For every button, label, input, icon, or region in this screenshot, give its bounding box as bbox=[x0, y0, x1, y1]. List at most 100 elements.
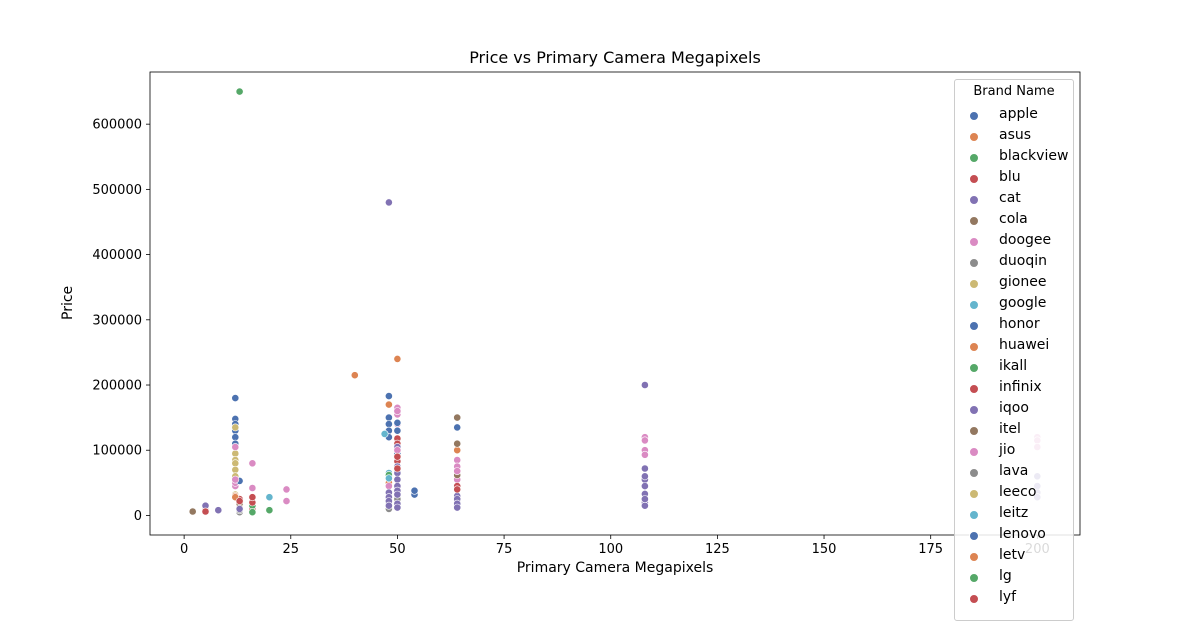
legend-marker bbox=[969, 300, 979, 310]
data-point-jio-3 bbox=[393, 407, 402, 415]
data-point-honor-3 bbox=[453, 423, 462, 432]
data-point-jio-2 bbox=[384, 482, 393, 490]
data-point-series-3 bbox=[384, 501, 393, 510]
data-point-lyf-0 bbox=[201, 507, 210, 516]
data-point-doogee-10 bbox=[641, 450, 649, 459]
legend-marker bbox=[969, 195, 979, 205]
y-tick-label: 200000 bbox=[92, 379, 142, 394]
legend-marker bbox=[969, 531, 979, 541]
legend-label: infinix bbox=[999, 379, 1042, 395]
data-point-series-10 bbox=[393, 503, 402, 512]
legend-item-huawei: huawei bbox=[955, 335, 1073, 356]
legend-item-infinix: infinix bbox=[955, 377, 1073, 398]
legend-marker bbox=[969, 321, 979, 331]
legend-marker bbox=[969, 573, 979, 583]
legend-item-cola: cola bbox=[955, 209, 1073, 230]
legend-label: google bbox=[999, 295, 1047, 311]
y-tick-label: 400000 bbox=[92, 248, 142, 263]
data-point-google-1 bbox=[380, 429, 389, 438]
data-point-series-8 bbox=[393, 490, 402, 499]
legend-item-honor: honor bbox=[955, 314, 1073, 335]
data-point-series-15 bbox=[641, 495, 649, 503]
data-point-iqoo-8 bbox=[641, 501, 649, 510]
legend-marker bbox=[969, 237, 979, 247]
legend-label: gionee bbox=[999, 274, 1047, 290]
legend-marker bbox=[969, 405, 979, 415]
data-point-gionee-0 bbox=[231, 449, 240, 458]
legend-item-duoqin: duoqin bbox=[955, 251, 1073, 272]
legend-label: apple bbox=[999, 106, 1038, 122]
data-point-honor-0 bbox=[393, 418, 402, 427]
data-point-asus-3 bbox=[453, 446, 462, 455]
legend-label: blu bbox=[999, 169, 1021, 185]
legend-item-lyf: lyf bbox=[955, 587, 1073, 608]
data-point-series-0 bbox=[393, 452, 402, 461]
data-point-lenovo-2 bbox=[410, 486, 419, 495]
data-point-doogee-0 bbox=[248, 459, 257, 468]
data-point-jio-1 bbox=[231, 443, 240, 451]
data-point-doogee-11 bbox=[453, 456, 462, 464]
legend-marker bbox=[969, 384, 979, 394]
legend-label: doogee bbox=[999, 232, 1052, 248]
x-axis-label: Primary Camera Megapixels bbox=[516, 560, 714, 576]
legend-marker bbox=[969, 363, 979, 373]
x-tick-label: 75 bbox=[496, 542, 513, 557]
legend-label: huawei bbox=[999, 337, 1050, 353]
legend-marker bbox=[969, 426, 979, 436]
legend-label: asus bbox=[999, 127, 1032, 143]
data-point-doogee-1 bbox=[282, 485, 291, 494]
legend-item-cat: cat bbox=[955, 188, 1073, 209]
scatter-plot: 0255075100125150175200010000020000030000… bbox=[92, 71, 1081, 557]
chart-title: Price vs Primary Camera Megapixels bbox=[469, 48, 761, 67]
legend-label: duoqin bbox=[999, 253, 1047, 269]
data-point-gionee-3 bbox=[231, 465, 240, 474]
x-tick-label: 150 bbox=[812, 542, 837, 557]
legend-title: Brand Name bbox=[973, 84, 1055, 99]
data-point-leitz-0 bbox=[384, 474, 393, 483]
legend-label: letv bbox=[999, 547, 1026, 563]
legend-marker bbox=[969, 552, 979, 562]
legend-label: jio bbox=[999, 442, 1016, 458]
x-tick-label: 100 bbox=[598, 542, 623, 557]
y-tick-label: 0 bbox=[134, 509, 142, 524]
data-point-series-3 bbox=[393, 446, 402, 455]
data-point-apple-0 bbox=[231, 394, 240, 402]
data-point-leeco-0 bbox=[231, 423, 240, 432]
data-point-series-2 bbox=[453, 485, 462, 494]
legend-item-apple: apple bbox=[955, 104, 1073, 125]
x-tick-label: 175 bbox=[918, 542, 943, 557]
legend-item-google: google bbox=[955, 293, 1073, 314]
legend-marker bbox=[969, 279, 979, 289]
legend-item-itel: itel bbox=[955, 419, 1073, 440]
x-tick-label: 0 bbox=[180, 542, 188, 557]
legend-item-lenovo: lenovo bbox=[955, 524, 1073, 545]
legend-marker bbox=[969, 153, 979, 163]
legend-item-blackview: blackview bbox=[955, 146, 1073, 167]
legend-marker bbox=[969, 216, 979, 226]
data-point-iqoo-5 bbox=[641, 482, 649, 490]
data-point-apple-4 bbox=[231, 433, 240, 442]
y-tick-label: 500000 bbox=[92, 183, 142, 198]
y-tick-label: 300000 bbox=[92, 313, 142, 328]
data-point-cola-2 bbox=[453, 439, 462, 448]
data-point-series-6 bbox=[248, 484, 257, 492]
data-point-series-5 bbox=[231, 475, 240, 484]
y-tick-label: 600000 bbox=[92, 118, 142, 133]
legend-label: leeco bbox=[999, 484, 1037, 500]
data-point-cola-0 bbox=[188, 507, 197, 516]
data-point-series-3 bbox=[248, 493, 257, 502]
data-point-cat-2 bbox=[214, 506, 223, 515]
legend-marker bbox=[969, 174, 979, 184]
legend-item-lava: lava bbox=[955, 461, 1073, 482]
x-tick-label: 50 bbox=[389, 542, 406, 557]
legend-marker bbox=[969, 510, 979, 520]
data-point-apple-7 bbox=[384, 413, 393, 422]
legend-marker bbox=[969, 342, 979, 352]
legend: Brand Name apple asus blackview blu cat cola d… bbox=[954, 79, 1074, 621]
legend-marker bbox=[969, 468, 979, 478]
legend-marker bbox=[969, 594, 979, 604]
plot-area bbox=[149, 71, 1081, 536]
legend-label: cola bbox=[999, 211, 1028, 227]
data-point-cola-1 bbox=[453, 413, 462, 422]
legend-label: leitz bbox=[999, 505, 1029, 521]
